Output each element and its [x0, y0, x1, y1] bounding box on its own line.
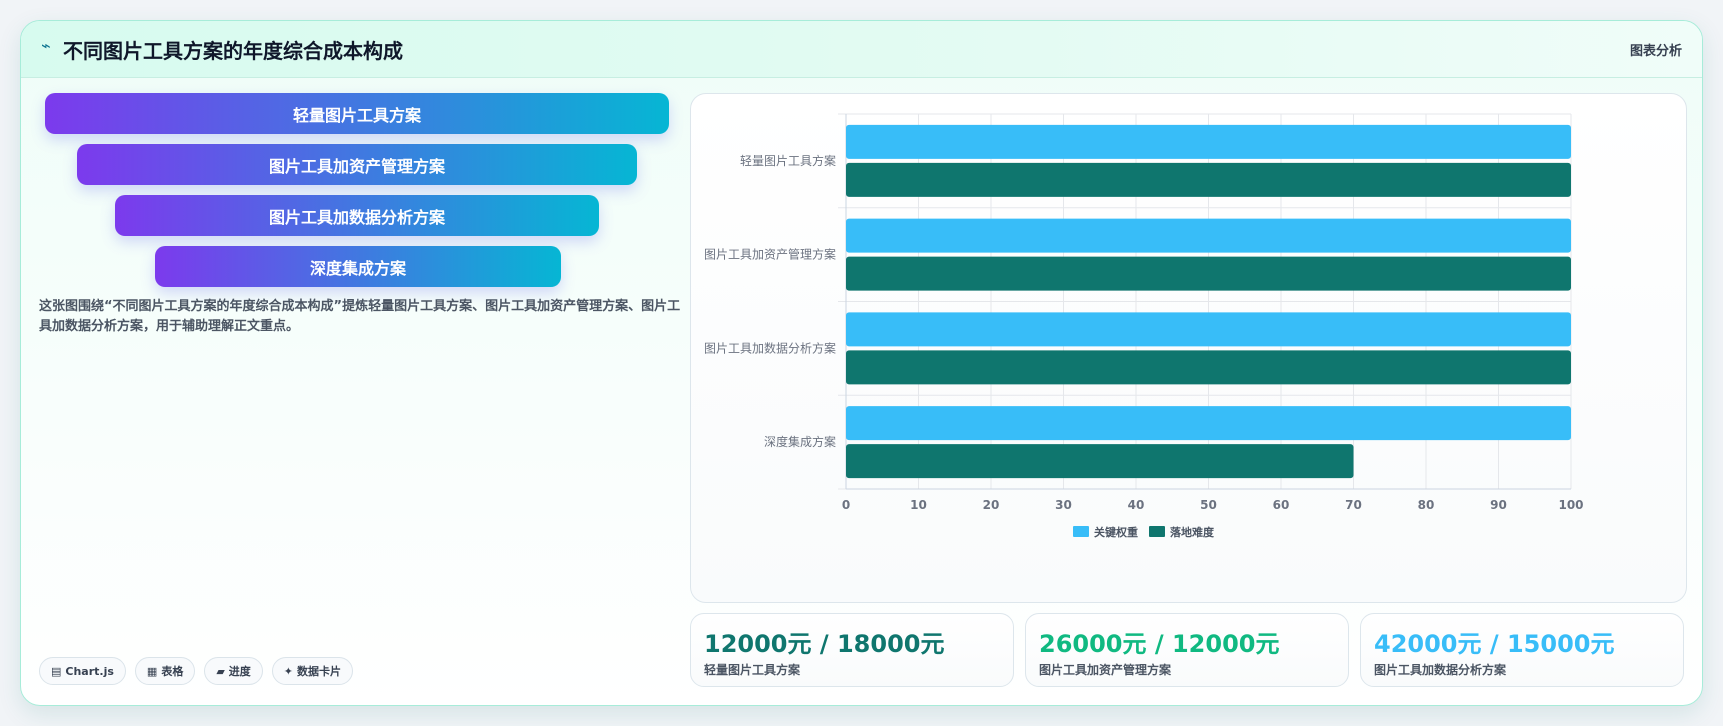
funnel-stage-3: 图片工具加数据分析方案	[115, 195, 599, 236]
kpi-card-2: 26000元 / 12000元 图片工具加资产管理方案	[1025, 613, 1349, 687]
kpi-card-3: 42000元 / 15000元 图片工具加数据分析方案	[1360, 613, 1684, 687]
kpi-label-2: 图片工具加资产管理方案	[1039, 663, 1172, 677]
chip-table[interactable]: ▦ 表格	[134, 657, 196, 685]
bar-weight-3	[846, 312, 1571, 347]
wave-icon: ⌁	[41, 36, 51, 55]
legend-label-1: 关键权重	[1094, 525, 1138, 539]
x-tick-label: 70	[1345, 498, 1362, 512]
card-header: ⌁ 不同图片工具方案的年度综合成本构成 图表分析	[21, 21, 1702, 78]
kpi-value-1: 12000元 / 18000元	[704, 630, 945, 658]
funnel-stage-2: 图片工具加资产管理方案	[77, 144, 637, 185]
bar-weight-2	[846, 218, 1571, 253]
x-tick-label: 100	[1558, 498, 1583, 512]
chart-panel: 轻量图片工具方案图片工具加资产管理方案 图片工具加数据分析方案深度集成方案 0 10 2…	[690, 93, 1687, 603]
chip-data-card[interactable]: ✦ 数据卡片	[271, 657, 354, 685]
y-tick-label: 轻量图片工具方案	[740, 153, 836, 168]
bar-difficulty-1	[846, 162, 1571, 197]
sparkle-icon: ✦	[283, 664, 294, 678]
x-tick-label: 50	[1200, 498, 1217, 512]
x-tick-label: 40	[1128, 498, 1145, 512]
bar-weight-4	[846, 406, 1571, 441]
chip-chartjs[interactable]: ▤ Chart.js	[39, 657, 126, 685]
bar-difficulty-4	[846, 444, 1354, 479]
y-tick-label: 图片工具加资产管理方案	[704, 247, 836, 262]
chart-icon: ▤	[51, 664, 62, 678]
kpi-value-2: 26000元 / 12000元	[1039, 630, 1280, 658]
bar-difficulty-2	[846, 256, 1571, 291]
kpi-label-3: 图片工具加数据分析方案	[1374, 663, 1507, 677]
kpi-card-1: 12000元 / 18000元 轻量图片工具方案	[690, 613, 1014, 687]
table-icon: ▦	[146, 664, 158, 678]
progress-icon: ▰	[216, 664, 225, 678]
x-tick-label: 20	[983, 498, 1000, 512]
y-tick-label: 深度集成方案	[764, 434, 836, 449]
funnel-stage-4: 深度集成方案	[155, 246, 561, 287]
kpi-value-3: 42000元 / 15000元	[1374, 630, 1615, 658]
chart-card: ⌁ 不同图片工具方案的年度综合成本构成 图表分析 轻量图片工具方案 图片工具加资…	[20, 20, 1703, 706]
kpi-label-1: 轻量图片工具方案	[704, 663, 801, 677]
x-tick-label: 30	[1055, 498, 1072, 512]
page-title: 不同图片工具方案的年度综合成本构成	[63, 39, 403, 63]
y-tick-label: 图片工具加数据分析方案	[704, 340, 836, 355]
tag-chips: ▤ Chart.js ▦ 表格 ▰ 进度 ✦ 数据卡片	[39, 657, 354, 685]
legend-swatch-2	[1149, 526, 1165, 537]
bar-difficulty-3	[846, 350, 1571, 385]
x-tick-label: 10	[910, 498, 927, 512]
chart-description: 这张图围绕“不同图片工具方案的年度综合成本构成”提炼轻量图片工具方案、图片工具加…	[39, 299, 681, 334]
chart-analysis-tag: 图表分析	[1629, 44, 1682, 59]
x-tick-label: 0	[842, 498, 850, 512]
bar-weight-1	[846, 124, 1571, 159]
x-tick-label: 90	[1490, 498, 1507, 512]
x-tick-label: 80	[1418, 498, 1435, 512]
funnel-stage-1: 轻量图片工具方案	[45, 93, 669, 134]
legend-swatch-1	[1073, 526, 1089, 537]
x-tick-label: 60	[1273, 498, 1290, 512]
legend-label-2: 落地难度	[1170, 525, 1215, 539]
chip-progress[interactable]: ▰ 进度	[204, 657, 263, 685]
